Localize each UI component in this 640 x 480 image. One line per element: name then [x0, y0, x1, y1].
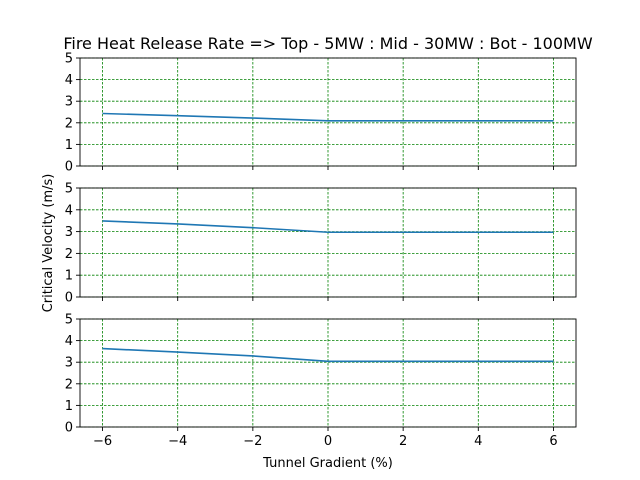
- y-tick-label: 0: [65, 421, 73, 436]
- y-tick-label: 2: [65, 247, 73, 262]
- x-tick-label: 0: [324, 434, 332, 449]
- subplot-bottom: −6 −4 −2 0 2 4 6 0 1 2 3 4 5: [65, 313, 577, 449]
- x-tick-label: −2: [243, 434, 262, 449]
- y-axis-label: Critical Velocity (m/s): [41, 174, 56, 313]
- series-line: [102, 220, 554, 234]
- chart-title: Fire Heat Release Rate => Top - 5MW : Mi…: [63, 34, 592, 53]
- subplot-middle: 0 1 2 3 4 5: [65, 182, 577, 306]
- y-tick-label: 5: [65, 52, 73, 67]
- subplot-group: 0 1 2 3 4 5 0 1 2 3 4 5 −6 −4 −2 0 2 4 6 0 1 2 3 4 5: [65, 52, 577, 449]
- y-tick-label: 4: [65, 203, 73, 218]
- y-tick-label: 1: [65, 399, 73, 414]
- y-tick-label: 2: [65, 116, 73, 131]
- y-tick-label: 2: [65, 377, 73, 392]
- x-tick-label: 4: [474, 434, 482, 449]
- y-tick-label: 4: [65, 334, 73, 349]
- y-tick-label: 0: [65, 291, 73, 306]
- subplot-top: 0 1 2 3 4 5: [65, 52, 577, 175]
- y-tick-label: 0: [65, 160, 73, 175]
- y-tick-label: 5: [65, 313, 73, 328]
- x-tick-label: 2: [399, 434, 407, 449]
- series-line: [102, 112, 554, 122]
- x-tick-label: 6: [549, 434, 557, 449]
- y-tick-label: 1: [65, 138, 73, 153]
- x-tick-label: −6: [93, 434, 112, 449]
- x-axis-label: Tunnel Gradient (%): [262, 456, 393, 471]
- x-tick-label: −4: [168, 434, 187, 449]
- y-tick-label: 3: [65, 95, 73, 110]
- y-tick-label: 3: [65, 356, 73, 371]
- y-tick-label: 4: [65, 73, 73, 88]
- y-tick-label: 3: [65, 225, 73, 240]
- series-line: [102, 347, 554, 363]
- y-tick-label: 1: [65, 269, 73, 284]
- y-tick-label: 5: [65, 182, 73, 197]
